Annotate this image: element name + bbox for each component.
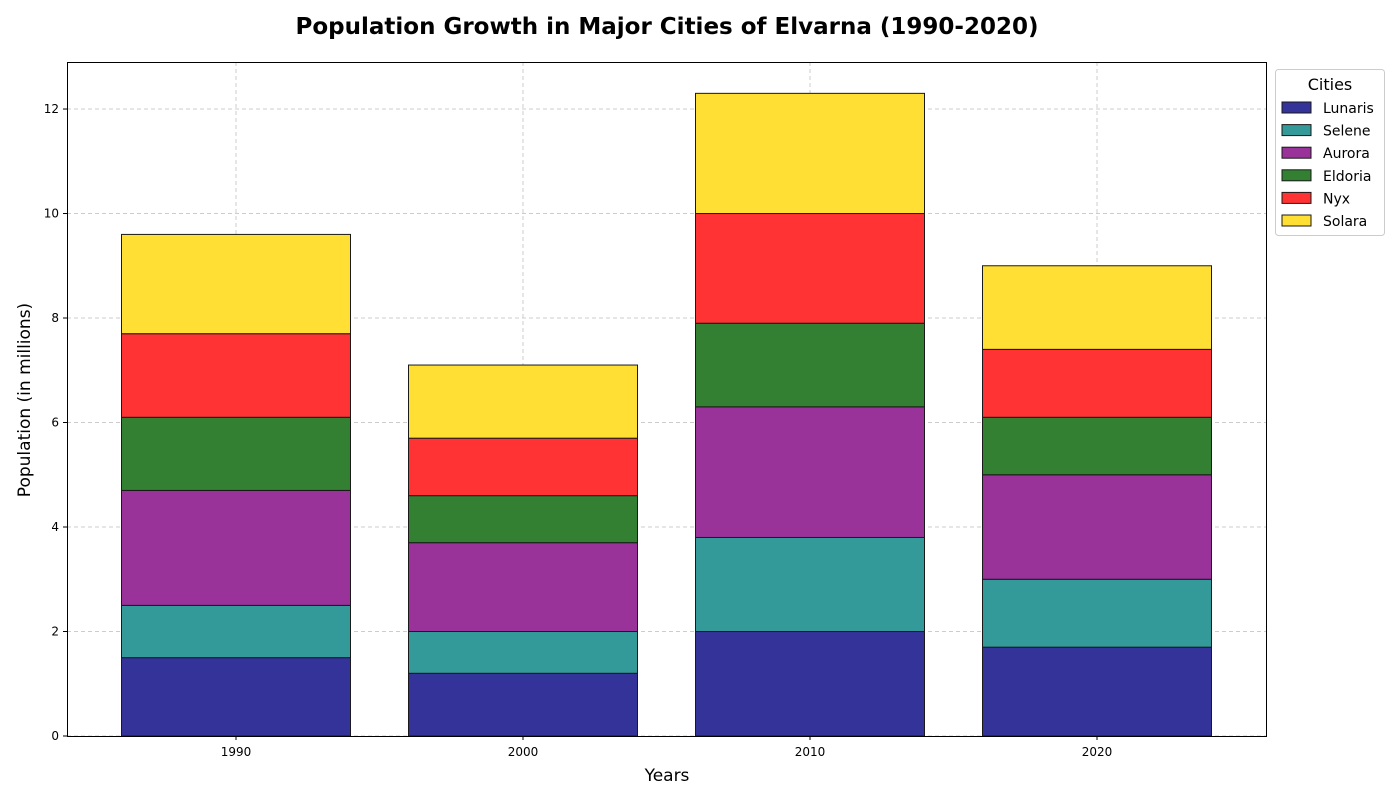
legend-swatch-aurora — [1281, 146, 1312, 159]
bar-aurora-2010 — [695, 406, 925, 538]
bar-nyx-2000 — [408, 437, 638, 497]
x-tick-label: 2020 — [1082, 745, 1113, 759]
bar-solara-2010 — [695, 92, 925, 215]
legend-label-solara: Solara — [1323, 214, 1367, 230]
bar-nyx-1990 — [121, 333, 351, 418]
bar-eldoria-2010 — [695, 322, 925, 408]
y-tick-label: 4 — [51, 520, 59, 534]
bar-solara-1990 — [121, 233, 351, 335]
y-tick-label: 10 — [44, 207, 59, 221]
y-tick-label: 12 — [44, 102, 59, 116]
bar-aurora-1990 — [121, 489, 351, 606]
x-tick-label: 2010 — [795, 745, 826, 759]
legend-label-nyx: Nyx — [1323, 191, 1350, 207]
x-axis-title: Years — [644, 766, 690, 786]
bar-nyx-2010 — [695, 213, 925, 324]
y-axis-title: Population (in millions) — [15, 303, 35, 497]
legend-swatch-lunaris — [1281, 101, 1312, 114]
x-tick-label: 1990 — [221, 745, 252, 759]
plot-frame — [67, 62, 1267, 737]
bar-nyx-2020 — [982, 348, 1212, 418]
y-tick-label: 8 — [51, 311, 59, 325]
bar-eldoria-2000 — [408, 495, 638, 544]
y-tick-label: 6 — [51, 416, 59, 430]
bars — [121, 92, 1212, 737]
legend: Cities Lunaris Selene Aurora Eldoria Nyx Sola… — [1275, 69, 1385, 236]
bar-lunaris-2000 — [408, 672, 638, 737]
y-tick-label: 2 — [51, 625, 59, 639]
legend-title: Cities — [1308, 75, 1353, 94]
bar-selene-2010 — [695, 536, 925, 633]
x-tick-label: 2000 — [508, 745, 539, 759]
legend-swatch-solara — [1281, 214, 1312, 227]
bar-solara-2000 — [408, 364, 638, 439]
legend-label-eldoria: Eldoria — [1323, 169, 1371, 185]
bar-selene-2020 — [982, 578, 1212, 648]
legend-swatch-eldoria — [1281, 169, 1312, 182]
legend-swatch-nyx — [1281, 191, 1312, 204]
bar-selene-1990 — [121, 604, 351, 659]
bar-selene-2000 — [408, 631, 638, 674]
bar-eldoria-1990 — [121, 416, 351, 491]
bar-lunaris-2020 — [982, 646, 1212, 737]
y-tick-label: 0 — [51, 729, 59, 743]
bar-lunaris-1990 — [121, 657, 351, 737]
bar-aurora-2000 — [408, 542, 638, 633]
legend-label-selene: Selene — [1323, 124, 1371, 140]
legend-label-lunaris: Lunaris — [1323, 101, 1374, 117]
legend-label-aurora: Aurora — [1323, 146, 1370, 162]
bar-lunaris-2010 — [695, 631, 925, 737]
legend-swatch-selene — [1281, 124, 1312, 137]
bar-eldoria-2020 — [982, 416, 1212, 476]
chart-title: Population Growth in Major Cities of Elv… — [295, 14, 1038, 40]
bar-aurora-2020 — [982, 474, 1212, 580]
bar-solara-2020 — [982, 265, 1212, 350]
axis-ticks: 0 2 4 6 8 10 12 1990 2000 2010 2020 — [44, 102, 1113, 759]
